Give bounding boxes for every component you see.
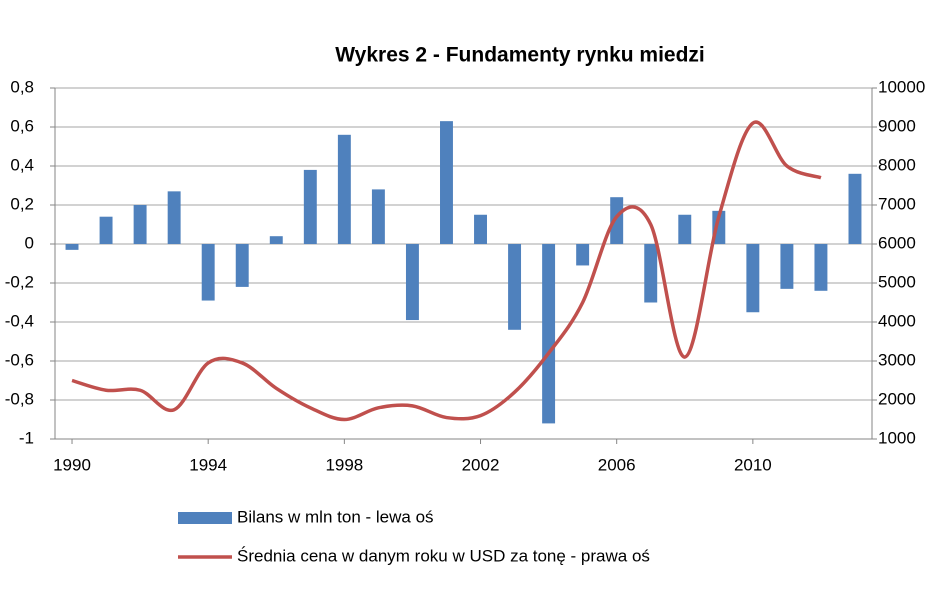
x-tick-label: 2002	[462, 455, 500, 474]
legend-swatch	[178, 512, 232, 524]
bar	[678, 214, 692, 244]
y2-tick-label: 5000	[878, 272, 916, 291]
bar	[644, 244, 658, 303]
y-tick-label: 0,4	[10, 155, 34, 174]
bar	[814, 244, 828, 291]
bar	[337, 134, 351, 244]
y2-tick-label: 8000	[878, 155, 916, 174]
y2-tick-label: 2000	[878, 389, 916, 408]
y-tick-label: -1	[19, 428, 34, 447]
legend-label: Bilans w mln ton - lewa oś	[237, 507, 434, 526]
y-tick-label: 0	[25, 233, 34, 252]
y2-tick-label: 7000	[878, 194, 916, 213]
y-tick-label: -0,2	[5, 272, 34, 291]
y2-tick-label: 3000	[878, 350, 916, 369]
bar	[303, 169, 317, 244]
y-tick-label: 0,8	[10, 77, 34, 96]
bar	[371, 189, 385, 244]
bar	[269, 236, 283, 244]
line	[71, 120, 822, 422]
bar	[65, 244, 79, 250]
y2-tick-label: 6000	[878, 233, 916, 252]
bar	[474, 214, 487, 244]
chart-title: Wykres 2 - Fundamenty rynku miedzi	[335, 44, 705, 67]
y2-tick-label: 1000	[878, 428, 916, 447]
bar	[848, 173, 862, 244]
x-tick-label: 2006	[598, 455, 636, 474]
bar	[576, 244, 590, 266]
y2-tick-label: 4000	[878, 311, 916, 330]
y-tick-label: -0,6	[5, 350, 34, 369]
bar	[201, 244, 215, 301]
bar	[542, 244, 556, 424]
bar	[746, 244, 760, 313]
x-tick-label: 1994	[189, 455, 227, 474]
y2-tick-label: 10000	[878, 77, 925, 96]
bar	[167, 191, 181, 244]
x-tick-label: 1990	[53, 455, 91, 474]
y-tick-label: 0,6	[10, 116, 34, 135]
y-tick-label: 0,2	[10, 194, 34, 213]
bar	[780, 244, 794, 289]
y-tick-label: -0,4	[5, 311, 34, 330]
bar	[133, 205, 147, 244]
x-tick-label: 2010	[734, 455, 772, 474]
bar	[610, 197, 624, 244]
y-tick-label: -0,8	[5, 389, 34, 408]
y2-tick-label: 9000	[878, 116, 916, 135]
legend-label: Średnia cena w danym roku w USD za tonę …	[237, 546, 650, 565]
bar	[405, 244, 419, 321]
bar	[440, 121, 453, 244]
x-tick-label: 1998	[325, 455, 363, 474]
bar	[99, 216, 113, 244]
bar	[508, 244, 522, 330]
bar	[235, 244, 249, 287]
